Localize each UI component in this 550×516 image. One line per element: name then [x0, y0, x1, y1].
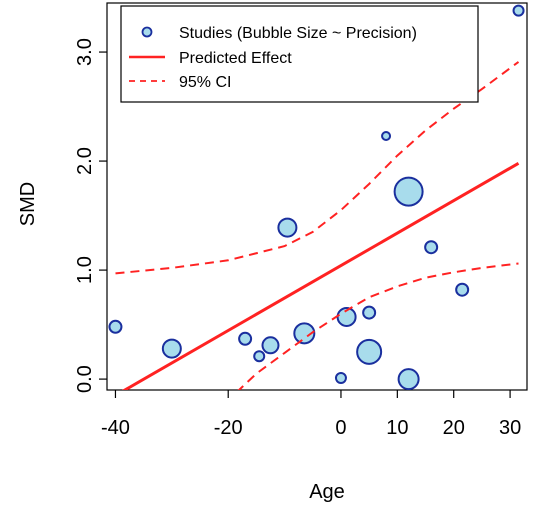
plot-area: -40 -20 0 10 20 30 0.0 1.0 2.0 3.0 [74, 2, 528, 439]
y-axis-title: SMD [17, 182, 39, 226]
legend-label-studies: Studies (Bubble Size ~ Precision) [179, 25, 417, 42]
legend-label-ci: 95% CI [179, 74, 231, 91]
study-bubble [455, 282, 470, 297]
study-bubble [108, 319, 123, 334]
x-axis-title: Age [309, 481, 345, 503]
study-bubble [277, 217, 298, 238]
study-bubble [334, 372, 347, 385]
y-tick-label: 0.0 [74, 365, 96, 393]
study-bubble [393, 176, 424, 207]
study-bubble [362, 305, 377, 320]
y-tick-label: 1.0 [74, 256, 96, 284]
y-tick-label: 3.0 [74, 38, 96, 66]
legend-label-predicted: Predicted Effect [179, 50, 292, 67]
x-tick-label: 0 [335, 417, 346, 439]
study-bubble [512, 4, 525, 17]
study-bubble [381, 130, 392, 141]
legend-bubble-icon [141, 26, 153, 38]
y-tick-label: 2.0 [74, 147, 96, 175]
x-tick-label: 10 [386, 417, 408, 439]
study-bubble [356, 338, 383, 365]
plot-frame [106, 2, 528, 391]
x-tick-label: -40 [101, 417, 130, 439]
study-bubble [424, 240, 439, 255]
study-bubble [238, 331, 253, 346]
study-bubble [261, 336, 280, 355]
plot-content [108, 4, 525, 390]
legend: Studies (Bubble Size ~ Precision) Predic… [120, 5, 479, 103]
ci-upper-line [115, 61, 520, 275]
study-bubble [161, 338, 182, 359]
x-tick-label: -20 [214, 417, 243, 439]
ci-lower-line [237, 262, 519, 390]
legend-box [120, 5, 479, 103]
study-bubble [397, 368, 420, 390]
predicted-effect-line [121, 162, 520, 390]
x-tick-label: 20 [443, 417, 465, 439]
x-tick-label: 30 [499, 417, 521, 439]
study-bubble [253, 350, 266, 363]
study-bubble [293, 322, 316, 345]
